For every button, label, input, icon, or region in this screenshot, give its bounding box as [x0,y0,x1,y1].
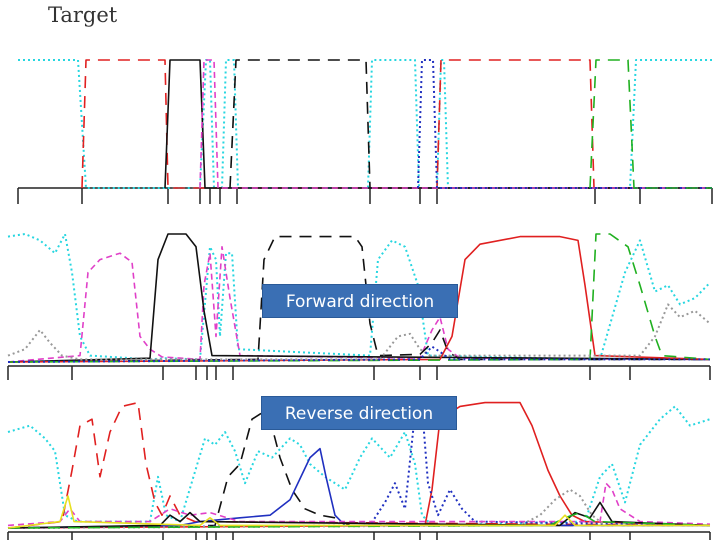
reverse-series-blue-dot [7,405,711,529]
target-series-black-longdash [229,59,712,189]
figure-title: Target [48,3,118,27]
target-series-cyan-dot [18,59,712,189]
forward-direction-banner: Forward direction [262,284,458,318]
target-series-green-longdash [589,59,712,189]
target-series-blue-dot [417,59,712,189]
reverse-series-yellow-solid [7,495,710,529]
forward-series-red-solid [7,235,711,363]
forward-series-cyan-dot [7,233,711,361]
reverse-series-magenta-dash [7,482,711,527]
forward-panel [7,233,711,380]
forward-series-green-longdash [7,233,711,363]
reverse-series-black-longdash [7,411,710,529]
target-series-magenta-dash [199,59,712,189]
forward-series-magenta-dash [7,246,711,363]
target-series-red-longdash [81,59,712,189]
forward-series-gray-dot [7,303,711,361]
forward-series-black-solid [7,233,711,363]
reverse-direction-banner: Reverse direction [261,396,457,430]
target-panel [17,59,713,204]
reverse-series-red-longdash [7,401,711,529]
reverse-series-blue-solid [7,447,710,529]
reverse-panel [7,401,711,540]
reverse-series-black-solid [7,501,711,529]
